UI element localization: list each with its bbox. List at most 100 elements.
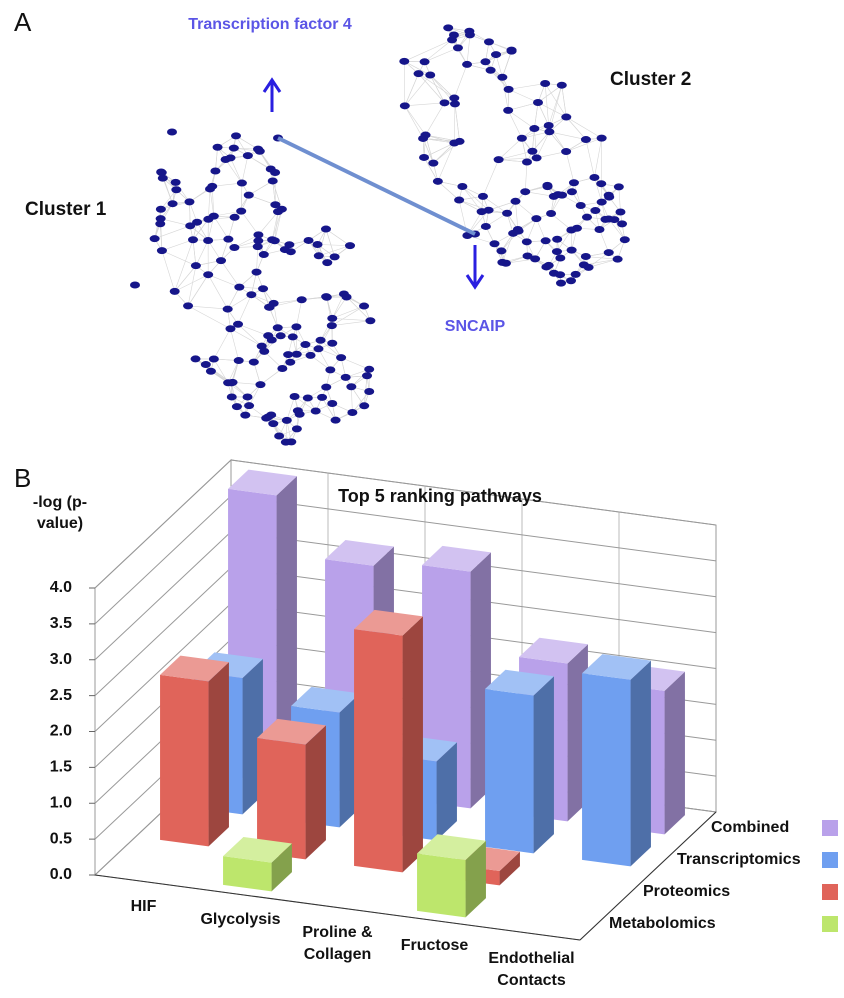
node	[317, 393, 328, 401]
node	[255, 381, 266, 389]
edge	[588, 258, 618, 268]
edge	[451, 39, 468, 65]
edge	[340, 357, 370, 370]
node	[240, 411, 251, 419]
edge	[161, 250, 197, 266]
node	[233, 320, 244, 328]
edge	[515, 201, 537, 219]
edge	[318, 348, 331, 371]
edge	[235, 135, 249, 156]
edge	[248, 384, 261, 406]
edge	[286, 396, 295, 421]
node	[252, 243, 263, 251]
node	[223, 235, 234, 243]
edge	[608, 218, 626, 240]
edge	[215, 147, 218, 172]
node	[480, 58, 491, 66]
node	[480, 222, 491, 230]
edge	[433, 142, 455, 164]
node	[225, 154, 236, 162]
node	[321, 293, 332, 301]
edge	[227, 360, 239, 383]
edge	[192, 219, 209, 240]
node	[203, 271, 214, 279]
node	[544, 128, 555, 136]
bar	[485, 669, 554, 854]
edge	[332, 305, 365, 319]
node	[419, 153, 430, 161]
node	[277, 364, 288, 372]
node	[503, 85, 514, 93]
node	[462, 232, 473, 240]
node	[169, 287, 180, 295]
node	[296, 296, 307, 304]
edge	[269, 307, 279, 328]
bar-front	[160, 674, 209, 847]
x-tick-label: HIF	[130, 897, 157, 915]
node	[604, 193, 615, 201]
bar-top	[582, 654, 651, 680]
edge	[594, 177, 602, 203]
edge	[536, 131, 550, 159]
grid-line	[94, 495, 232, 625]
x-tick-label: Endothelial Contacts	[488, 949, 575, 989]
edge	[536, 218, 546, 241]
bar	[354, 609, 423, 873]
edge	[425, 102, 445, 136]
edge	[502, 77, 509, 111]
edge	[508, 102, 539, 111]
panel-label: B	[14, 463, 31, 493]
node	[244, 402, 255, 410]
edge	[550, 213, 572, 231]
node	[305, 351, 316, 359]
y-tick-label: 4.0	[50, 579, 72, 596]
edge	[207, 274, 228, 310]
edge	[321, 397, 336, 421]
node	[566, 246, 577, 254]
edge	[160, 189, 177, 210]
node	[185, 222, 196, 230]
node	[300, 341, 311, 349]
node	[497, 258, 508, 266]
node	[399, 102, 410, 110]
bar-top	[485, 669, 554, 696]
y-tick-label: 1.0	[50, 794, 72, 811]
legend-swatch	[822, 884, 838, 900]
edge	[230, 328, 239, 361]
node	[543, 122, 554, 130]
bar-front	[257, 738, 306, 860]
cluster-label: Cluster 2	[610, 69, 691, 90]
node	[496, 247, 507, 255]
edge	[495, 54, 503, 78]
node	[418, 134, 429, 142]
edge	[404, 39, 453, 62]
edge	[161, 239, 194, 251]
edge	[404, 105, 424, 139]
edge	[192, 239, 197, 266]
node	[364, 365, 375, 373]
node	[254, 147, 265, 155]
bar-top	[417, 834, 486, 860]
node	[555, 254, 566, 262]
y-tick-label: 3.0	[50, 651, 72, 668]
edge	[286, 420, 292, 442]
node	[310, 407, 321, 415]
edge	[404, 105, 426, 136]
node	[266, 411, 277, 419]
node	[302, 394, 313, 402]
edge	[423, 157, 439, 182]
node	[258, 251, 269, 259]
legend-swatch	[822, 916, 838, 932]
edge	[237, 324, 262, 347]
y-tick-label: 1.5	[50, 759, 72, 776]
edge	[320, 318, 333, 341]
edge	[502, 50, 512, 78]
edge	[548, 85, 563, 126]
node	[313, 252, 324, 260]
bar	[223, 836, 292, 892]
edge	[189, 201, 198, 223]
node	[485, 66, 496, 74]
edge	[258, 211, 279, 236]
node	[336, 354, 347, 362]
edge	[161, 250, 175, 292]
